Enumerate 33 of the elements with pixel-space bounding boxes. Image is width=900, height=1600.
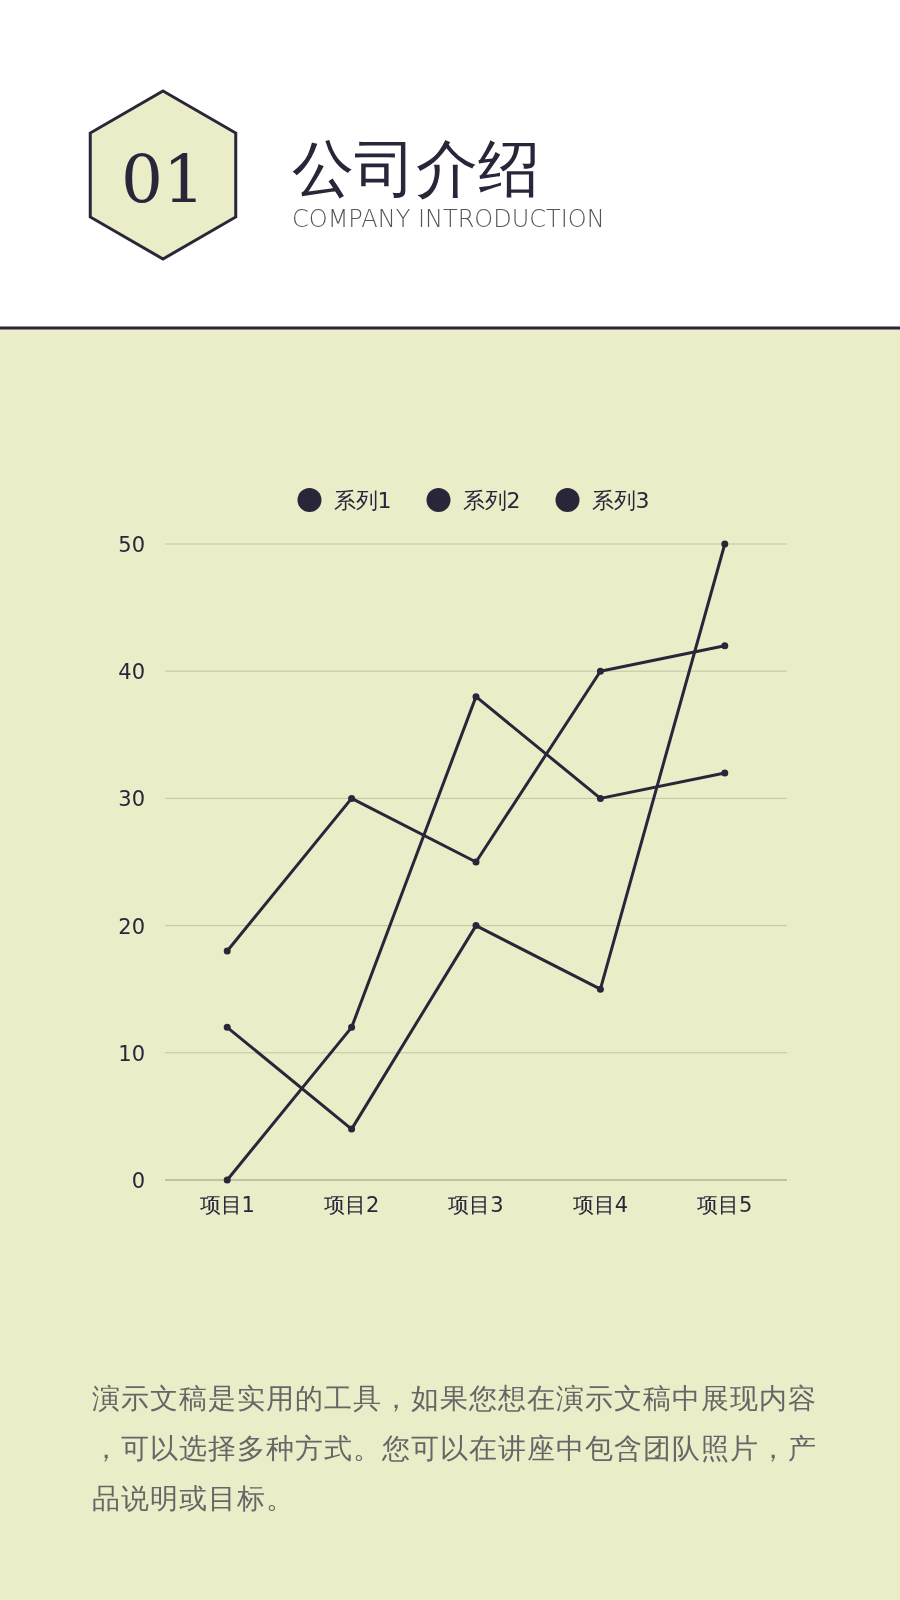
y-tick-label: 10 [118, 1041, 145, 1066]
y-tick-label: 0 [131, 1169, 145, 1193]
point [721, 769, 729, 777]
point [223, 947, 231, 955]
x-tick-label: 项目1 [199, 1193, 255, 1217]
point [348, 1125, 356, 1133]
point [721, 642, 729, 650]
point [721, 540, 729, 548]
point [472, 693, 480, 701]
point [348, 1023, 356, 1031]
legend-label: 系列2 [462, 488, 521, 513]
chart-title: 公司介绍 [292, 132, 540, 205]
y-tick-label: 30 [118, 787, 145, 812]
x-tick-label: 项目5 [697, 1193, 753, 1217]
point [596, 794, 604, 802]
point [223, 1023, 231, 1031]
chart-subtitle: COMPANY INTRODUCTION [292, 205, 605, 233]
x-tick-label: 项目4 [572, 1193, 629, 1217]
legend-label: 系列3 [591, 488, 650, 513]
text: 演示文稿是实用的工具，如果您想在演示文稿中展现内容，可以选择多种方式。您可以在讲座中包含团队照片，产品说明或目标。 [92, 1382, 817, 1515]
x-tick-label: 项目2 [323, 1193, 380, 1217]
point [223, 1176, 231, 1184]
point [596, 667, 604, 675]
point [348, 794, 356, 802]
legend-label: 系列1 [333, 488, 392, 513]
x-tick-label: 项目3 [448, 1193, 504, 1217]
text: 01 [121, 141, 205, 218]
point [472, 858, 480, 866]
point [596, 985, 604, 993]
point [472, 922, 480, 930]
y-tick-label: 20 [118, 914, 145, 939]
y-tick-label: 40 [118, 660, 145, 685]
y-tick-label: 50 [118, 533, 145, 557]
